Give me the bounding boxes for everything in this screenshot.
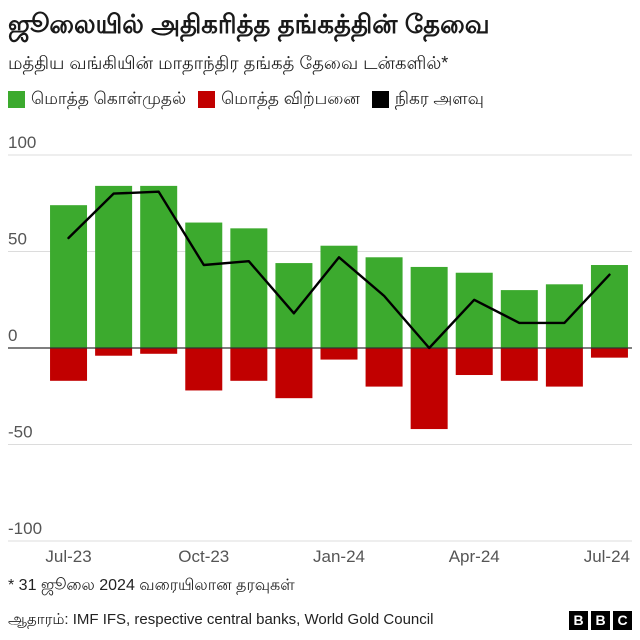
legend-label-sales: மொத்த விற்பனை — [221, 89, 360, 108]
y-tick-label: 0 — [8, 326, 17, 345]
bar-purchases — [50, 205, 88, 348]
bbc-logo-letter-b1: B — [569, 611, 588, 630]
x-tick-label: Jul-24 — [584, 547, 630, 566]
y-tick-label: 50 — [8, 230, 27, 249]
y-tick-label: -100 — [8, 519, 42, 538]
bar-sales — [320, 348, 358, 360]
bar-sales — [590, 348, 628, 358]
chart-subtitle: மத்திய வங்கியின் மாதாந்திர தங்கத் தேவை ட… — [8, 53, 449, 73]
x-tick-label: Jul-23 — [45, 547, 91, 566]
bar-sales — [185, 348, 223, 391]
legend-swatch-purchases — [8, 90, 25, 108]
x-tick-label: Oct-23 — [178, 547, 229, 566]
bar-purchases — [140, 185, 178, 348]
footnote: * 31 ஜூலை 2024 வரையிலான தரவுகள் — [8, 577, 295, 594]
y-tick-label: -50 — [8, 423, 33, 442]
bar-sales — [275, 348, 313, 399]
bar-purchases — [320, 245, 358, 348]
y-tick-label: 100 — [8, 133, 36, 152]
bar-sales — [365, 348, 403, 387]
bar-sales — [455, 348, 493, 376]
bar-sales — [500, 348, 538, 381]
legend-label-purchases: மொத்த கொள்முதல் — [31, 89, 187, 108]
bar-purchases — [230, 228, 268, 348]
legend-item-sales: மொத்த விற்பனை — [198, 86, 360, 112]
bar-purchases — [275, 263, 313, 348]
bar-sales — [230, 348, 268, 381]
bar-purchases — [365, 257, 403, 348]
bbc-logo-letter-c: C — [613, 611, 632, 630]
legend-swatch-sales — [198, 90, 216, 108]
source-text: ஆதாரம்: IMF IFS, respective central bank… — [8, 611, 434, 628]
bar-purchases — [545, 284, 583, 348]
bar-purchases — [500, 290, 538, 348]
x-tick-label: Jan-24 — [313, 547, 365, 566]
bar-sales — [140, 348, 178, 354]
bar-sales — [545, 348, 583, 387]
legend-swatch-net — [371, 90, 389, 108]
bar-purchases — [455, 272, 493, 348]
bar-purchases — [590, 265, 628, 348]
net-line — [67, 190, 611, 350]
bar-sales — [410, 348, 448, 430]
chart-title: ஜூலையில் அதிகரித்த தங்கத்தின் தேவை — [8, 9, 490, 39]
legend-item-net: நிகர அளவு — [371, 86, 484, 112]
legend: மொத்த கொள்முதல் மொத்த விற்பனை நிகர அளவு — [8, 86, 632, 112]
legend-item-purchases: மொத்த கொள்முதல் — [8, 86, 186, 112]
bar-purchases — [95, 185, 133, 348]
legend-label-net: நிகர அளவு — [394, 89, 484, 108]
x-tick-label: Apr-24 — [449, 547, 500, 566]
bar-purchases — [185, 222, 223, 348]
bar-sales — [50, 348, 88, 381]
bar-sales — [95, 348, 133, 356]
bbc-logo: B B C — [569, 611, 632, 630]
bbc-logo-letter-b2: B — [591, 611, 610, 630]
